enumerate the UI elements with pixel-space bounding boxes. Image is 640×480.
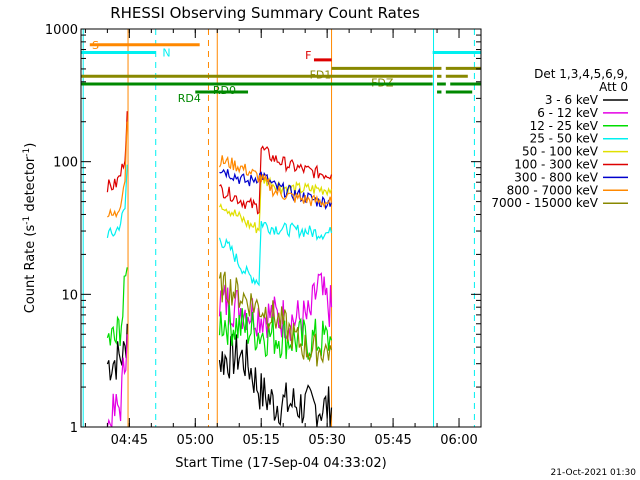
x-axis-label: Start Time (17-Sep-04 04:33:02) — [175, 456, 386, 471]
series-6-12-kev-segment-0 — [106, 334, 128, 427]
x-tick-label-4: 05:45 — [374, 433, 411, 448]
y-tick-label-2: 100 — [53, 156, 78, 171]
series-12-25-kev-segment-0 — [106, 267, 128, 346]
status-bar-label-rd0-6: RD0 — [213, 84, 236, 97]
legend-label-12-25-kev: 12 - 25 keV — [530, 119, 599, 133]
plot-frame — [80, 28, 482, 428]
x-tick-label-5: 06:00 — [440, 433, 477, 448]
legend-label-100-300-kev: 100 - 300 keV — [514, 158, 598, 172]
status-bar-label-rd4-7: RD4 — [178, 92, 201, 105]
status-bar-label-s-0: S — [92, 39, 99, 52]
x-tick-label-1: 05:00 — [177, 433, 214, 448]
y-tick-label-0: 1 — [70, 421, 78, 436]
series-100-300-kev-segment-1 — [219, 145, 333, 215]
legend-label-6-12-kev: 6 - 12 keV — [537, 106, 599, 120]
y-tick-label-1: 10 — [61, 288, 78, 303]
series-25-50-kev-segment-0 — [106, 164, 128, 239]
series-25-50-kev-segment-1 — [218, 221, 333, 287]
series-3-6-kev-segment-0 — [106, 323, 128, 381]
y-axis-label: Count Rate (s-1 detector-1) — [22, 143, 38, 314]
legend-header-line-1: Det 1,3,4,5,6,9, — [534, 67, 628, 81]
vertical-markers — [82, 29, 475, 427]
status-bar-label-f-3: F — [305, 49, 311, 62]
series-12-25-kev-segment-1 — [218, 301, 333, 360]
series-800-7000-kev-segment-1 — [218, 155, 333, 209]
series-layer — [106, 111, 333, 427]
legend-label-50-100-kev: 50 - 100 keV — [522, 145, 599, 159]
series-3-6-kev-segment-1 — [218, 333, 333, 427]
chart-title: RHESSI Observing Summary Count Rates — [110, 4, 420, 22]
legend-label-300-800-kev: 300 - 800 keV — [514, 170, 598, 184]
series-7000-15000-kev-segment-0 — [218, 271, 333, 367]
y-axis: 1 10 100 1000 — [45, 23, 481, 436]
timestamp: 21-Oct-2021 01:30 — [551, 468, 637, 478]
legend-header-line-2: Att 0 — [599, 80, 628, 94]
legend-label-800-7000-kev: 800 - 7000 keV — [507, 183, 599, 197]
legend-label-25-50-kev: 25 - 50 keV — [530, 132, 599, 146]
x-tick-label-3: 05:30 — [308, 433, 345, 448]
legend-label-7000-15000-kev: 7000 - 15000 keV — [491, 196, 598, 210]
legend-label-3-6-kev: 3 - 6 keV — [545, 93, 599, 107]
status-bars: SNFFD1FDZRD0RD4 — [81, 39, 481, 105]
y-tick-label-3: 1000 — [45, 23, 78, 38]
x-tick-label-2: 05:15 — [242, 433, 279, 448]
series-800-7000-kev-segment-0 — [107, 121, 128, 219]
series-100-300-kev-segment-0 — [106, 111, 128, 193]
series-300-800-kev-segment-0 — [219, 168, 333, 210]
x-tick-label-0: 04:45 — [111, 433, 148, 448]
series-50-100-kev-segment-0 — [218, 172, 333, 234]
status-bar-label-n-1: N — [162, 47, 170, 60]
x-axis: 04:45 05:00 05:15 05:30 05:45 06:00 — [84, 29, 482, 448]
